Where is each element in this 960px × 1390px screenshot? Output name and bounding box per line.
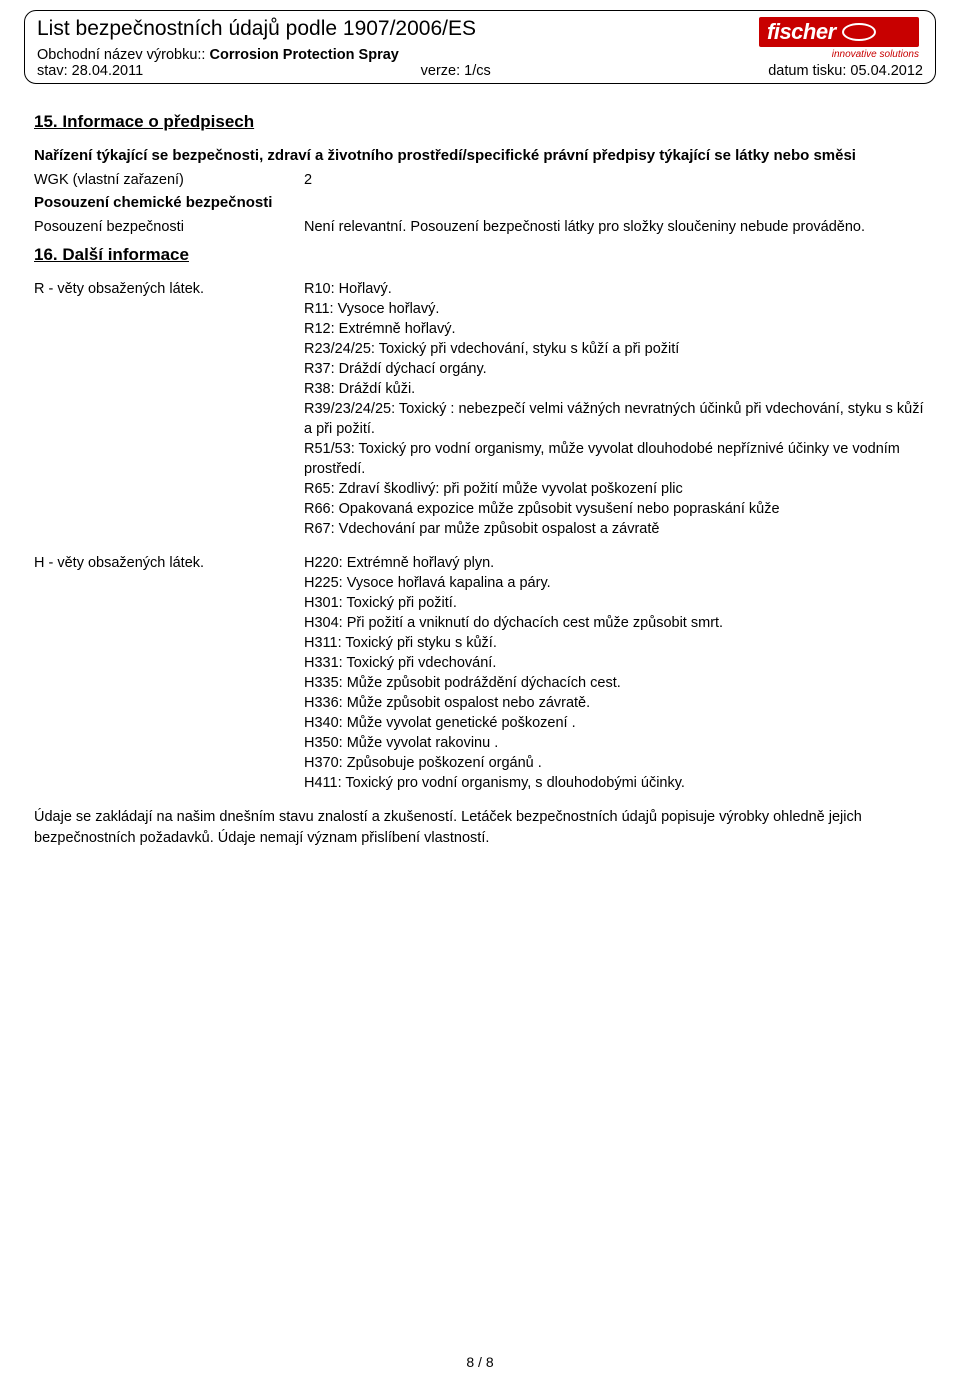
h-phrases-list: H220: Extrémně hořlavý plyn.H225: Vysoce… (304, 553, 926, 793)
section-16-heading: 16. Další informace (34, 245, 926, 265)
wgk-label: WGK (vlastní zařazení) (34, 170, 304, 190)
h-phrase-item: H304: Při požití a vniknutí do dýchacích… (304, 613, 926, 633)
r-phrases-row: R - věty obsažených látek. R10: Hořlavý.… (34, 279, 926, 539)
r-phrases-label: R - věty obsažených látek. (34, 279, 304, 539)
r-phrase-item: R39/23/24/25: Toxický : nebezpečí velmi … (304, 399, 926, 439)
section-15-heading: 15. Informace o předpisech (34, 112, 926, 132)
assessment-row: Posouzení bezpečnosti Není relevantní. P… (34, 217, 926, 237)
r-phrase-item: R12: Extrémně hořlavý. (304, 319, 926, 339)
r-phrase-item: R38: Dráždí kůži. (304, 379, 926, 399)
r-phrase-item: R51/53: Toxický pro vodní organismy, můž… (304, 439, 926, 479)
status-value: 28.04.2011 (72, 63, 144, 79)
brand-logo: fischer innovative solutions (759, 17, 919, 60)
h-phrase-item: H331: Toxický při vdechování. (304, 653, 926, 673)
logo-slogan: innovative solutions (759, 49, 919, 60)
product-label: Obchodní název výrobku:: (37, 47, 205, 63)
h-phrase-item: H311: Toxický při styku s kůží. (304, 633, 926, 653)
footer-paragraph: Údaje se zakládají na našim dnešním stav… (34, 807, 926, 848)
section-15-subheading: Nařízení týkající se bezpečnosti, zdraví… (34, 146, 926, 166)
r-phrase-item: R37: Dráždí dýchací orgány. (304, 359, 926, 379)
version-value: 1/cs (464, 63, 491, 79)
r-phrase-item: R65: Zdraví škodlivý: při požití může vy… (304, 479, 926, 499)
h-phrase-item: H335: Může způsobit podráždění dýchacích… (304, 673, 926, 693)
r-phrase-item: R10: Hořlavý. (304, 279, 926, 299)
print-value: 05.04.2012 (850, 63, 923, 79)
r-phrase-item: R11: Vysoce hořlavý. (304, 299, 926, 319)
logo-oval-icon (842, 23, 876, 41)
logo-badge: fischer (759, 17, 919, 47)
product-name: Corrosion Protection Spray (210, 47, 399, 63)
h-phrase-item: H340: Může vyvolat genetické poškození . (304, 713, 926, 733)
r-phrases-list: R10: Hořlavý.R11: Vysoce hořlavý.R12: Ex… (304, 279, 926, 539)
h-phrases-label: H - věty obsažených látek. (34, 553, 304, 793)
status-label: stav: (37, 63, 68, 79)
page-number: 8 / 8 (0, 1354, 960, 1370)
r-phrase-item: R66: Opakovaná expozice může způsobit vy… (304, 499, 926, 519)
version-label: verze: (421, 63, 461, 79)
h-phrase-item: H411: Toxický pro vodní organismy, s dlo… (304, 773, 926, 793)
wgk-value: 2 (304, 170, 926, 190)
h-phrase-item: H336: Může způsobit ospalost nebo závrat… (304, 693, 926, 713)
h-phrase-item: H301: Toxický při požití. (304, 593, 926, 613)
document-header: fischer innovative solutions List bezpeč… (24, 10, 936, 84)
document-body: 15. Informace o předpisech Nařízení týka… (24, 112, 936, 848)
assessment-label: Posouzení bezpečnosti (34, 217, 304, 237)
h-phrases-row: H - věty obsažených látek. H220: Extrémn… (34, 553, 926, 793)
logo-text: fischer (767, 19, 836, 45)
wgk-row: WGK (vlastní zařazení) 2 (34, 170, 926, 190)
print-label: datum tisku: (768, 63, 846, 79)
h-phrase-item: H220: Extrémně hořlavý plyn. (304, 553, 926, 573)
h-phrase-item: H350: Může vyvolat rakovinu . (304, 733, 926, 753)
chem-assessment-heading: Posouzení chemické bezpečnosti (34, 194, 926, 211)
h-phrase-item: H225: Vysoce hořlavá kapalina a páry. (304, 573, 926, 593)
assessment-value: Není relevantní. Posouzení bezpečnosti l… (304, 217, 926, 237)
h-phrase-item: H370: Způsobuje poškození orgánů . (304, 753, 926, 773)
r-phrase-item: R67: Vdechování par může způsobit ospalo… (304, 519, 926, 539)
header-meta-row: stav: 28.04.2011 verze: 1/cs datum tisku… (37, 63, 923, 79)
r-phrase-item: R23/24/25: Toxický při vdechování, styku… (304, 339, 926, 359)
